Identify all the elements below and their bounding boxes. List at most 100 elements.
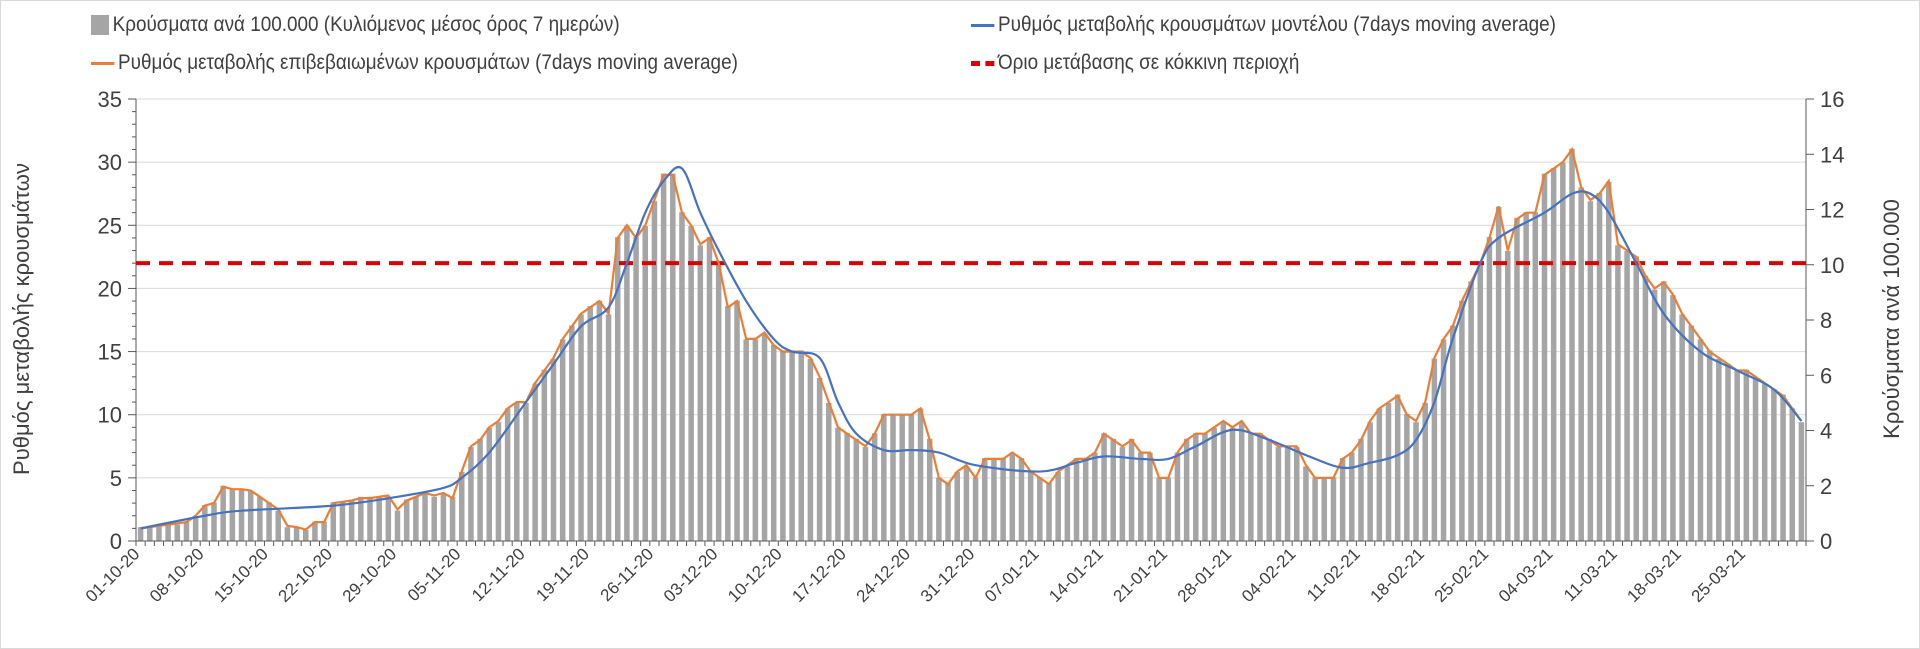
bar-cases <box>165 524 171 541</box>
bar-cases <box>394 510 401 541</box>
y-left-tick-label: 20 <box>98 276 122 301</box>
bar-cases <box>1349 452 1355 541</box>
bar-cases <box>1257 433 1263 541</box>
bar-cases <box>578 314 584 541</box>
x-tick-label: 17-12-20 <box>788 544 850 606</box>
legend-item-threshold: Όριο μετάβασης σε κόκκινη περιοχή <box>971 51 1299 75</box>
x-tick-label: 12-11-20 <box>468 544 529 605</box>
bar-cases <box>1183 438 1190 541</box>
bar-cases <box>642 226 649 541</box>
y-right-tick-label: 4 <box>1820 419 1832 444</box>
bar-cases <box>1193 433 1199 541</box>
bar-cases <box>780 350 786 541</box>
bar-cases <box>1642 275 1649 541</box>
bar-cases <box>1449 325 1456 541</box>
bar-cases <box>835 427 841 541</box>
y-left-tick-label: 15 <box>98 340 122 365</box>
bar-cases <box>954 471 960 541</box>
bar-cases <box>706 237 713 541</box>
bar-cases <box>449 496 456 541</box>
bar-cases <box>1321 477 1328 541</box>
bar-cases <box>972 477 979 541</box>
bar-cases <box>312 521 318 541</box>
x-tick-label: 25-02-21 <box>1431 544 1493 606</box>
bar-cases <box>403 499 410 541</box>
legend-label: Όριο μετάβασης σε κόκκινη περιοχή <box>998 51 1300 74</box>
bar-cases <box>1248 433 1254 541</box>
x-tick-label: 04-02-21 <box>1238 544 1300 606</box>
bar-cases <box>1394 394 1401 541</box>
x-tick-label: 28-01-21 <box>1174 544 1236 606</box>
bar-cases <box>275 510 281 541</box>
bar-cases <box>1440 339 1447 541</box>
bar-cases <box>1046 482 1052 541</box>
bar-cases <box>807 358 814 541</box>
y-left-tick-label: 10 <box>98 403 122 428</box>
legend-item-cases: Κρούσματα ανά 100.000 (Κυλιόμενος μέσος … <box>91 13 620 37</box>
bar-cases <box>1303 466 1309 541</box>
x-tick-label: 18-02-21 <box>1366 544 1428 606</box>
x-tick-label: 11-02-21 <box>1303 544 1364 605</box>
bar-cases <box>1523 212 1529 541</box>
x-tick-label: 31-12-20 <box>917 544 979 606</box>
x-tick-label: 04-03-21 <box>1495 544 1557 606</box>
bar-cases <box>1661 281 1667 541</box>
bar-cases <box>624 226 630 541</box>
y-right-tick-label: 0 <box>1820 529 1832 554</box>
x-tick-label: 10-12-20 <box>724 544 786 606</box>
bar-cases <box>422 494 428 541</box>
bar-cases <box>1780 394 1786 541</box>
bar-cases <box>284 527 291 541</box>
bar-cases <box>358 496 364 541</box>
x-tick-label: 15-10-20 <box>210 544 272 606</box>
bar-cases <box>1220 422 1227 541</box>
bar-cases <box>431 496 437 541</box>
bar-cases <box>1404 413 1410 541</box>
bar-cases <box>1596 192 1603 542</box>
bar-cases <box>137 527 144 541</box>
bar-cases <box>1000 458 1006 541</box>
bar-cases <box>1560 162 1566 541</box>
bar-cases <box>147 527 153 541</box>
y-left-tick-label: 35 <box>98 87 122 112</box>
bar-cases <box>1174 452 1181 541</box>
bar-cases <box>211 502 217 541</box>
bar-cases <box>1706 350 1713 541</box>
bar-cases <box>826 402 832 541</box>
bar-cases <box>192 516 199 541</box>
bar-cases <box>257 496 263 541</box>
bar-cases <box>1275 447 1282 541</box>
x-tick-label: 14-01-21 <box>1045 544 1107 606</box>
bar-cases <box>202 505 208 541</box>
bar-cases <box>853 438 860 541</box>
legend-label: Ρυθμός μεταβολής επιβεβαιωμένων κρουσμάτ… <box>118 51 738 74</box>
x-tick-label: 05-11-20 <box>404 544 465 605</box>
bar-cases <box>1009 452 1016 541</box>
bar-cases <box>1459 300 1465 541</box>
bar-cases <box>1688 325 1695 541</box>
y-right-tick-label: 8 <box>1820 308 1832 333</box>
y-left-tick-label: 25 <box>98 213 122 238</box>
bar-cases <box>1110 438 1116 541</box>
bar-cases <box>1385 402 1392 541</box>
y-right-tick-label: 14 <box>1820 142 1844 167</box>
bar-cases <box>523 402 529 541</box>
bar-cases <box>1422 402 1428 541</box>
bar-cases <box>743 339 749 541</box>
bar-cases <box>633 237 639 541</box>
bar-cases <box>816 378 823 541</box>
bar-cases <box>1238 422 1245 541</box>
bar-cases <box>1293 447 1300 541</box>
bar-cases <box>871 433 878 541</box>
x-tick-label: 11-03-21 <box>1560 544 1621 605</box>
bar-cases <box>660 173 667 541</box>
bar-cases <box>458 471 465 541</box>
bar-cases <box>183 521 190 541</box>
bar-cases <box>587 306 593 541</box>
bar-cases <box>1468 281 1474 541</box>
x-tick-label: 25-03-21 <box>1688 544 1750 606</box>
bar-cases <box>917 408 924 541</box>
legend-swatch-line <box>91 61 115 65</box>
bar-cases <box>1486 237 1493 541</box>
